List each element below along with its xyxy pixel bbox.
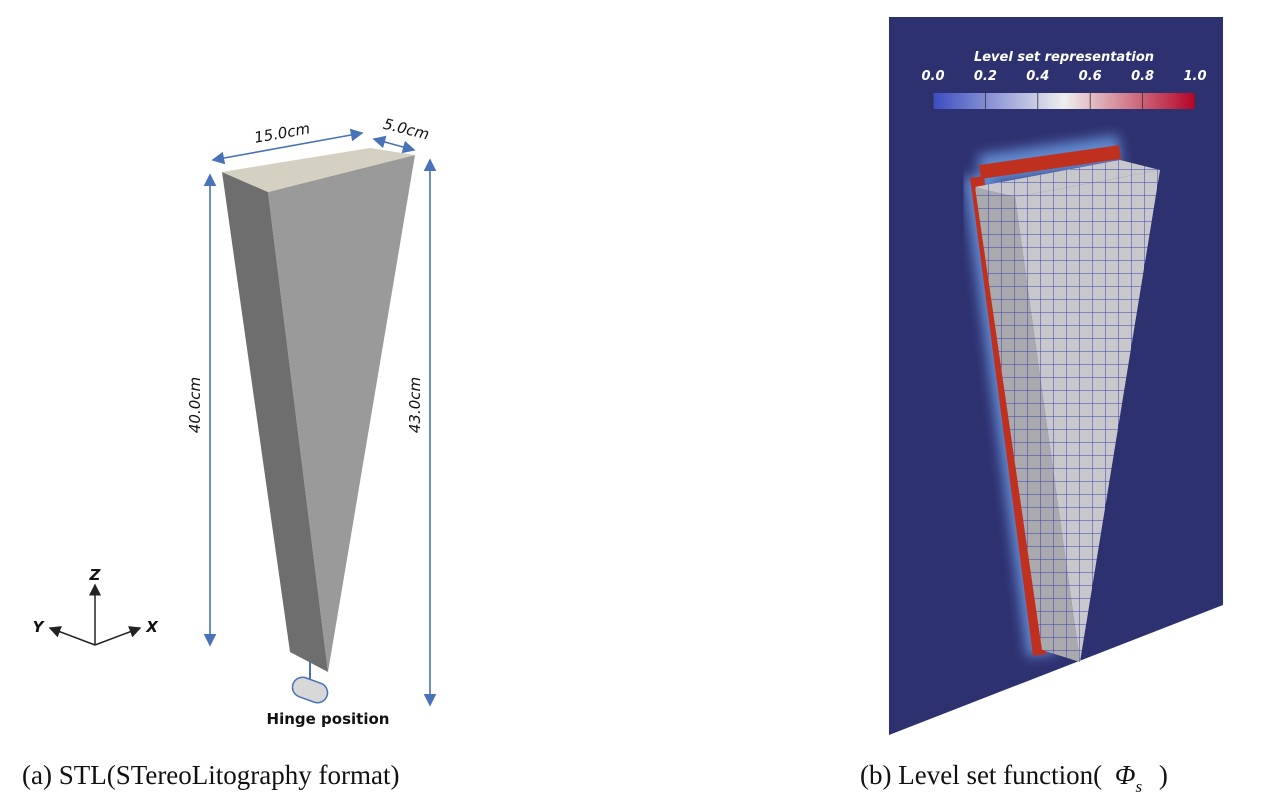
depth-label: 5.0cm — [381, 115, 431, 144]
caption-b-text: (b) Level set function( — [860, 760, 1102, 790]
axis-z: Z — [89, 566, 102, 584]
mesh-object — [975, 160, 1160, 662]
width-arrow — [211, 128, 364, 165]
colorbar-tick-label: 0.6 — [1079, 69, 1102, 84]
wedge — [222, 148, 415, 672]
caption-a: (a) STL(STereoLitography format) — [22, 760, 399, 790]
axis-y: Y — [33, 618, 46, 636]
colorbar-tick-label: 1.0 — [1183, 69, 1206, 84]
axes-triad — [48, 583, 142, 646]
width-label: 15.0cm — [253, 119, 312, 146]
hinge-label: Hinge position — [267, 710, 390, 728]
caption-b-close: ) — [1159, 760, 1168, 790]
colorbar-ticks: 0.0 0.2 0.4 0.6 0.8 1.0 — [921, 69, 1207, 109]
colorbar-tick-label: 0.8 — [1131, 69, 1154, 84]
colorbar-title: Level set representation — [974, 50, 1154, 65]
colorbar-tick-label: 0.4 — [1026, 69, 1049, 84]
caption-b-subscript: s — [1135, 777, 1142, 796]
depth-arrow — [372, 135, 416, 154]
hinge — [291, 662, 329, 704]
colorbar — [933, 93, 1195, 109]
caption-b-symbol: Φ — [1115, 760, 1136, 790]
height-right-label: 43.0cm — [406, 377, 424, 433]
colorbar-tick-label: 0.0 — [921, 69, 944, 84]
axis-x: X — [145, 618, 159, 636]
colorbar-tick-label: 0.2 — [974, 69, 997, 84]
height-left-label: 40.0cm — [186, 377, 204, 433]
caption-b: (b) Level set function( Φs ) — [860, 760, 1168, 798]
